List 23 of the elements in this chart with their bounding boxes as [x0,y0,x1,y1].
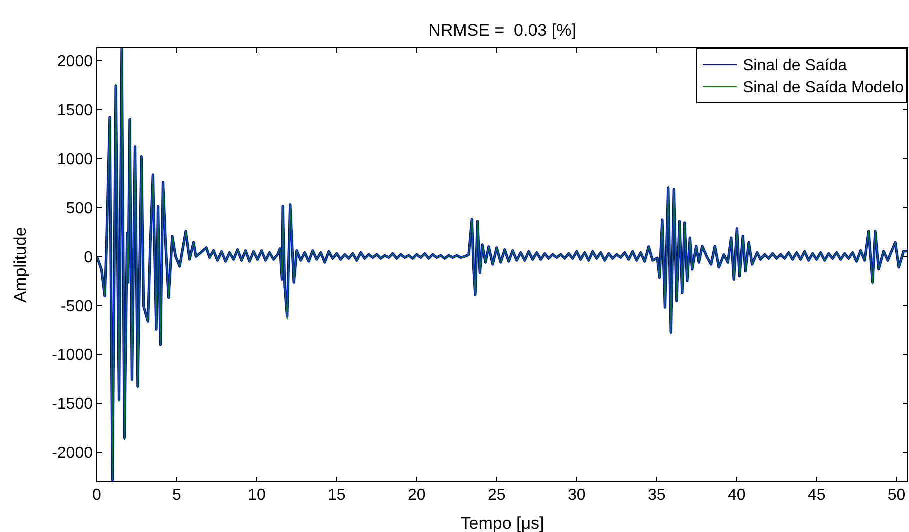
x-tick-label: 10 [248,487,266,504]
x-tick-label: 40 [728,487,746,504]
x-tick-label: 45 [808,487,826,504]
y-tick-label: 2000 [57,53,94,70]
y-tick-label: -500 [60,298,94,316]
y-tick-label: 500 [66,200,94,218]
y-axis-title: Amplitude [11,227,30,303]
x-tick-label: 30 [568,487,586,504]
x-tick-label: 25 [488,487,506,504]
x-tick-label: 50 [888,487,906,504]
x-tick-label: 5 [172,487,182,504]
legend-label: Sinal de Saída [743,58,848,75]
x-tick-label: 15 [328,487,346,504]
y-tick-label: -1500 [52,396,94,414]
y-tick-label: 0 [84,249,94,266]
y-tick-label: 1000 [57,151,94,168]
legend-label: Sinal de Saída Modelo [743,80,904,97]
y-tick-label: -1000 [52,347,94,364]
chart-title: NRMSE = 0.03 [%] [428,21,576,40]
x-tick-label: 20 [408,487,426,504]
y-tick-label: 1500 [57,102,94,120]
x-tick-label: 35 [648,487,666,504]
y-tick-label: -2000 [52,445,94,462]
